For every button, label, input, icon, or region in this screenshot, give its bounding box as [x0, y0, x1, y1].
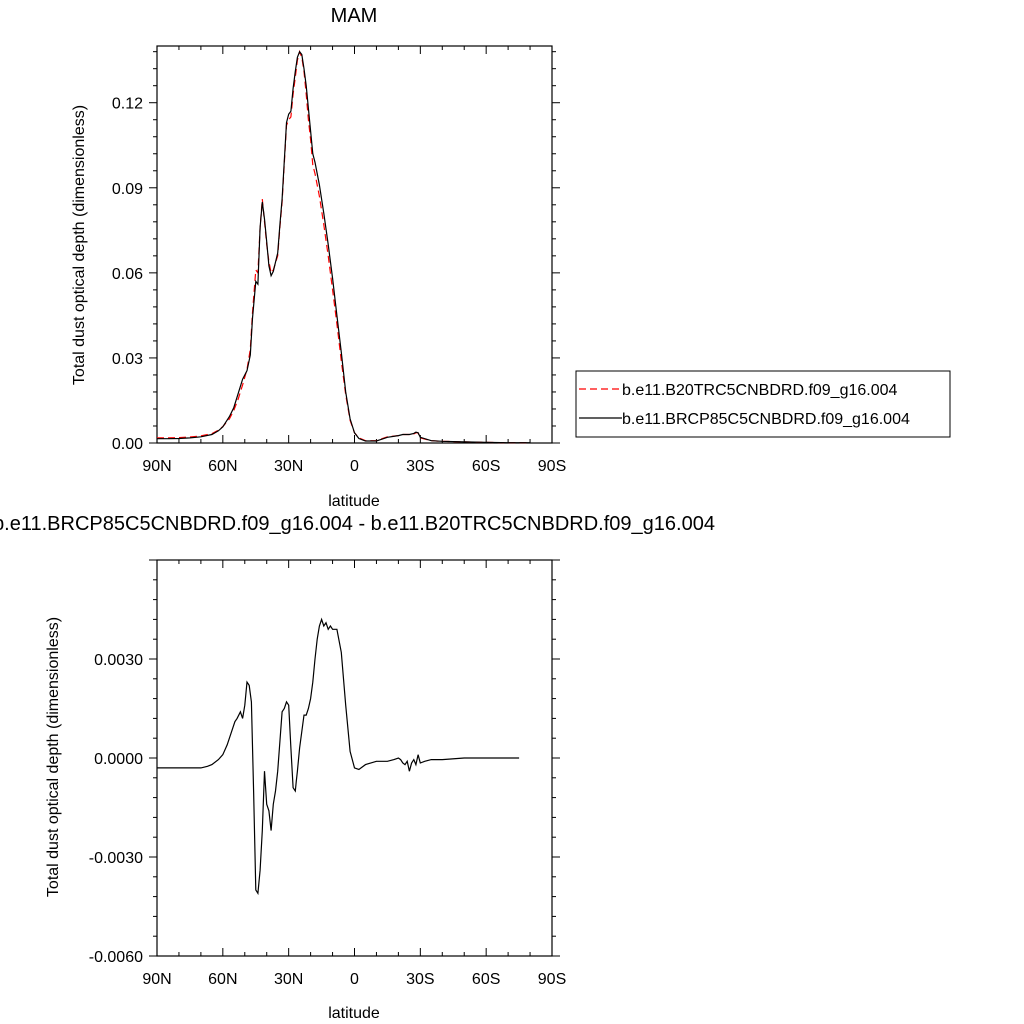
bottom-series-line-0: [157, 617, 520, 896]
bottom-plot-area: 90N 60N 30N 0 30S 60S 90S -0.0060 -0.0030 0.0000 0…: [89, 559, 566, 988]
top-x-axis-label: latitude: [328, 493, 380, 510]
top-y-tick-label: 0.06: [112, 266, 143, 283]
bottom-x-tick-label: 0: [350, 971, 359, 988]
bottom-x-tick-label: 30N: [274, 971, 303, 988]
top-y-tick-label: 0.03: [112, 351, 143, 368]
bottom-x-tick-label: 30S: [406, 971, 434, 988]
top-y-tick-label: 0.09: [112, 181, 143, 198]
top-legend-box: [575, 370, 951, 438]
top-series-line-0: [157, 49, 531, 444]
top-panel-title: MAM: [331, 5, 378, 27]
legend-label-brcp85: b.e11.BRCP85C5CNBDRD.f09_g16.004: [622, 411, 910, 428]
bottom-x-tick-label: 60S: [472, 971, 500, 988]
top-x-tick-label: 30S: [406, 458, 434, 475]
top-x-tick-label: 60N: [208, 458, 237, 475]
legend-label-b20trc: b.e11.B20TRC5CNBDRD.f09_g16.004: [622, 382, 898, 399]
top-y-tick-label: 0.12: [112, 96, 143, 113]
bottom-y-tick-label: 0.0000: [94, 751, 143, 768]
bottom-x-tick-label: 90N: [142, 971, 171, 988]
top-x-tick-label: 0: [350, 458, 359, 475]
bottom-panel-difference: b.e11.BRCP85C5CNBDRD.f09_g16.004 - b.e11…: [0, 513, 715, 1022]
top-x-tick-label: 90S: [538, 458, 566, 475]
bottom-x-tick-label: 90S: [538, 971, 566, 988]
bottom-y-tick-label: 0.0030: [94, 652, 143, 669]
top-x-tick-label: 90N: [142, 458, 171, 475]
top-y-tick-label: 0.00: [112, 436, 143, 453]
bottom-y-tick-label: -0.0030: [89, 850, 143, 867]
top-y-axis-label: Total dust optical depth (dimensionless): [71, 105, 88, 385]
top-x-tick-label: 30N: [274, 458, 303, 475]
bottom-y-tick-label: -0.0060: [89, 949, 143, 966]
top-panel-mam: MAM 90N 60N 30N 0 30S 60S 90S 0.00 0.03 0.06 0.09 0…: [71, 5, 951, 510]
top-legend: b.e11.B20TRC5CNBDRD.f09_g16.004 b.e11.BR…: [575, 370, 951, 438]
top-x-tick-label: 60S: [472, 458, 500, 475]
bottom-panel-title: b.e11.BRCP85C5CNBDRD.f09_g16.004 - b.e11…: [0, 513, 715, 535]
bottom-x-axis-label: latitude: [328, 1005, 380, 1022]
bottom-x-tick-label: 60N: [208, 971, 237, 988]
top-frame: [156, 45, 553, 444]
top-series-line-1: [157, 50, 531, 444]
bottom-y-axis-label: Total dust optical depth (dimensionless): [45, 617, 62, 897]
top-plot-area: 90N 60N 30N 0 30S 60S 90S 0.00 0.03 0.06 0.09 0.12: [112, 45, 566, 475]
